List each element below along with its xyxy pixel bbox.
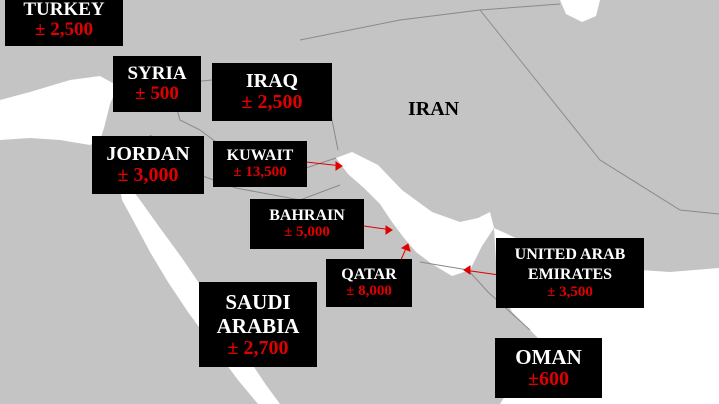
country-value: ±600 [528,367,569,390]
country-name: JORDAN [106,143,190,165]
country-name: BAHRAIN [269,206,345,224]
country-name: OMAN [515,345,582,370]
mediterranean-sea [0,76,118,145]
persian-gulf [336,152,494,276]
caspian-sea [560,0,600,22]
label-iran: IRAN [408,98,460,120]
country-value: ± 2,500 [241,91,303,113]
country-name: KUWAIT [226,146,294,164]
label-uae: UNITED ARAB EMIRATES ± 3,500 [496,238,644,308]
country-value: ± 3,500 [547,284,593,301]
label-bahrain: BAHRAIN ± 5,000 [250,199,364,249]
label-jordan: JORDAN ± 3,000 [92,136,204,194]
country-name: IRAQ [245,70,299,92]
country-value: ± 2,500 [35,19,93,40]
country-value: ± 500 [135,83,179,104]
country-value: ± 8,000 [346,282,392,299]
country-name: QATAR [341,265,397,283]
country-value: ± 5,000 [284,223,330,240]
label-saudi-arabia: SAUDI ARABIA ± 2,700 [199,282,317,367]
country-name: UNITED ARAB EMIRATES [514,246,626,284]
country-name: SYRIA [127,63,187,85]
country-name: TURKEY [23,0,105,21]
country-value: ± 2,700 [227,337,289,360]
country-value: ± 13,500 [233,163,287,180]
label-turkey: TURKEY ± 2,500 [5,0,123,46]
label-iraq: IRAQ ± 2,500 [212,63,332,121]
label-qatar: QATAR ± 8,000 [326,259,412,307]
label-syria: SYRIA ± 500 [113,56,201,112]
label-oman: OMAN ±600 [495,338,602,398]
country-value: ± 3,000 [117,164,179,186]
country-name: SAUDI ARABIA [216,289,300,338]
label-kuwait: KUWAIT ± 13,500 [213,141,307,187]
